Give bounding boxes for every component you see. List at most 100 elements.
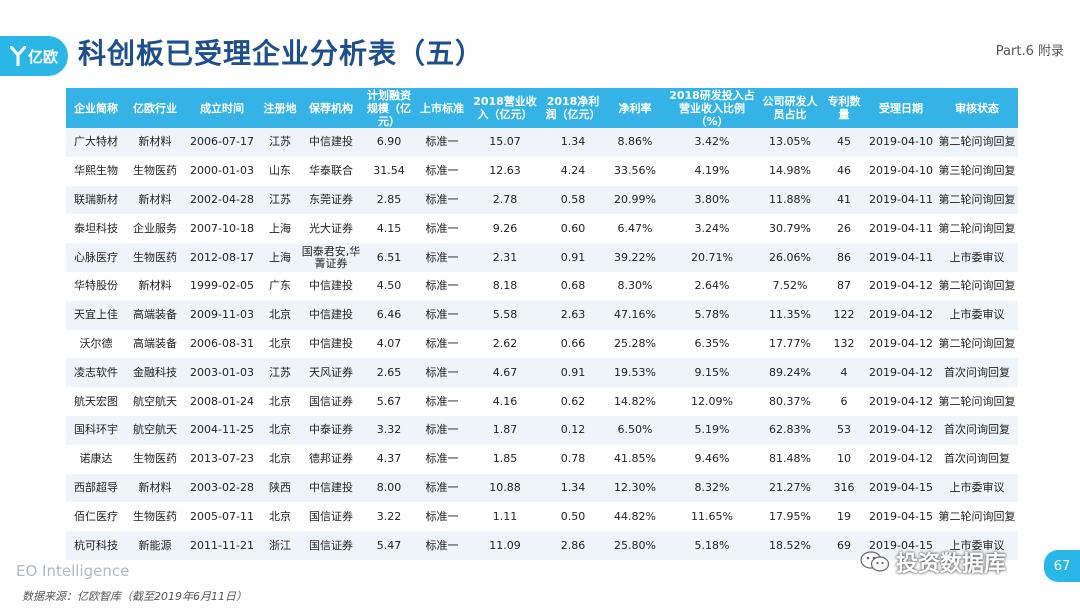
table-cell: 8.86%	[604, 128, 666, 157]
table-cell: 北京	[260, 300, 300, 330]
table-cell: 杭可科技	[66, 531, 126, 560]
table-cell: 3.24%	[666, 214, 758, 244]
table-cell: 标准一	[416, 185, 468, 215]
table-cell: 4.24	[542, 156, 604, 186]
table-cell: 国信证券	[300, 387, 362, 416]
table-cell: 15.07	[468, 128, 542, 157]
table-cell: 西部超导	[66, 473, 126, 503]
logo-mark-icon	[9, 46, 26, 66]
table-cell: 9.46%	[666, 444, 758, 474]
table-cell: 62.83%	[758, 415, 822, 445]
table-cell: 联瑞新材	[66, 185, 126, 215]
table-cell: 高端装备	[126, 329, 184, 359]
table-cell: 3.42%	[666, 128, 758, 157]
table-cell: 沃尔德	[66, 329, 126, 359]
table-cell: 航空航天	[126, 415, 184, 445]
table-cell: 2011-11-21	[184, 531, 260, 560]
table-cell: 2019-04-11	[866, 214, 936, 244]
table-cell: 11.09	[468, 531, 542, 560]
table-cell: 华泰联合	[300, 156, 362, 186]
table-cell: 2019-04-12	[866, 300, 936, 330]
table-cell: 13.05%	[758, 128, 822, 157]
table-cell: 7.52%	[758, 271, 822, 301]
table-cell: 11.35%	[758, 300, 822, 330]
table-cell: 泰坦科技	[66, 214, 126, 244]
table-cell: 25.80%	[604, 531, 666, 560]
watermark: 投资数据库	[860, 546, 1006, 578]
table-cell: 凌志软件	[66, 358, 126, 388]
table-cell: 9.26	[468, 214, 542, 244]
table-cell: 6.35%	[666, 329, 758, 359]
table-cell: 广大特材	[66, 128, 126, 157]
table-cell: 5.58	[468, 300, 542, 330]
section-label: Part.6 附录	[995, 44, 1064, 59]
table-cell: 中信建投	[300, 128, 362, 157]
table-cell: 金融科技	[126, 358, 184, 388]
table-cell: 0.78	[542, 444, 604, 474]
table-cell: 0.91	[542, 358, 604, 388]
table-cell: 天宜上佳	[66, 300, 126, 330]
table-cell: 2019-04-12	[866, 329, 936, 359]
table-cell: 高端装备	[126, 300, 184, 330]
table-cell: 45	[822, 128, 866, 157]
table-cell: 上市委审议	[936, 300, 1018, 330]
wechat-icon	[860, 551, 890, 572]
table-cell: 国科环宇	[66, 415, 126, 445]
table-cell: 德邦证券	[300, 444, 362, 474]
column-header: 亿欧行业	[126, 88, 184, 128]
table-cell: 20.99%	[604, 185, 666, 215]
table-cell: 北京	[260, 415, 300, 445]
table-cell: 标准一	[416, 329, 468, 359]
table-cell: 6.51	[362, 243, 416, 272]
table-cell: 3.80%	[666, 185, 758, 215]
table-cell: 44.82%	[604, 502, 666, 532]
table-cell: 47.16%	[604, 300, 666, 330]
table-cell: 第二轮问询回复	[936, 502, 1018, 532]
table-cell: 标准一	[416, 387, 468, 416]
table-cell: 6.47%	[604, 214, 666, 244]
table-row: 华特股份 新材料 1999-02-05 广东 中信建投 4.50 标准一 8.18 0.68 8.…	[66, 271, 1018, 301]
table-cell: 2019-04-10	[866, 156, 936, 186]
table-cell: 81.48%	[758, 444, 822, 474]
table-cell: 标准一	[416, 502, 468, 532]
table-cell: 2019-04-12	[866, 387, 936, 416]
table-row: 华熙生物 生物医药 2000-01-03 山东 华泰联合 31.54 标准一 12.63 4.2…	[66, 156, 1018, 186]
table-cell: 标准一	[416, 358, 468, 388]
table-cell: 316	[822, 473, 866, 503]
table-cell: 9.15%	[666, 358, 758, 388]
table-cell: 2.31	[468, 243, 542, 272]
table-cell: 北京	[260, 502, 300, 532]
table-cell: 2007-10-18	[184, 214, 260, 244]
table-body: 广大特材 新材料 2006-07-17 江苏 中信建投 6.90 标准一 15.07 1.34 8…	[66, 128, 1018, 560]
table-cell: 0.62	[542, 387, 604, 416]
table-cell: 2019-04-12	[866, 415, 936, 445]
table-cell: 上海	[260, 214, 300, 244]
table-cell: 17.77%	[758, 329, 822, 359]
table-cell: 华特股份	[66, 271, 126, 301]
table-cell: 10.88	[468, 473, 542, 503]
table-cell: 6	[822, 387, 866, 416]
table-cell: 天风证券	[300, 358, 362, 388]
table-cell: 2012-08-17	[184, 243, 260, 272]
table-cell: 14.82%	[604, 387, 666, 416]
table-cell: 86	[822, 243, 866, 272]
table-cell: 5.67	[362, 387, 416, 416]
table-cell: 标准一	[416, 214, 468, 244]
table-cell: 46	[822, 156, 866, 186]
table-cell: 69	[822, 531, 866, 560]
table-cell: 2003-01-03	[184, 358, 260, 388]
table-cell: 122	[822, 300, 866, 330]
table-cell: 4.37	[362, 444, 416, 474]
table-cell: 2005-07-11	[184, 502, 260, 532]
table-cell: 5.18%	[666, 531, 758, 560]
table-cell: 2.64%	[666, 271, 758, 301]
table-cell: 2009-11-03	[184, 300, 260, 330]
table-cell: 31.54	[362, 156, 416, 186]
table-cell: 0.66	[542, 329, 604, 359]
table-cell: 上市委审议	[936, 473, 1018, 503]
table-cell: 0.68	[542, 271, 604, 301]
table-cell: 标准一	[416, 243, 468, 272]
logo: 亿欧	[0, 36, 68, 76]
table-row: 佰仁医疗 生物医药 2005-07-11 北京 国信证券 3.22 标准一 1.11 0.50 4…	[66, 502, 1018, 532]
company-table: 企业简称 亿欧行业 成立时间 注册地 保荐机构 计划融资规模（亿元） 上市标准 2018营业收…	[66, 88, 1018, 560]
